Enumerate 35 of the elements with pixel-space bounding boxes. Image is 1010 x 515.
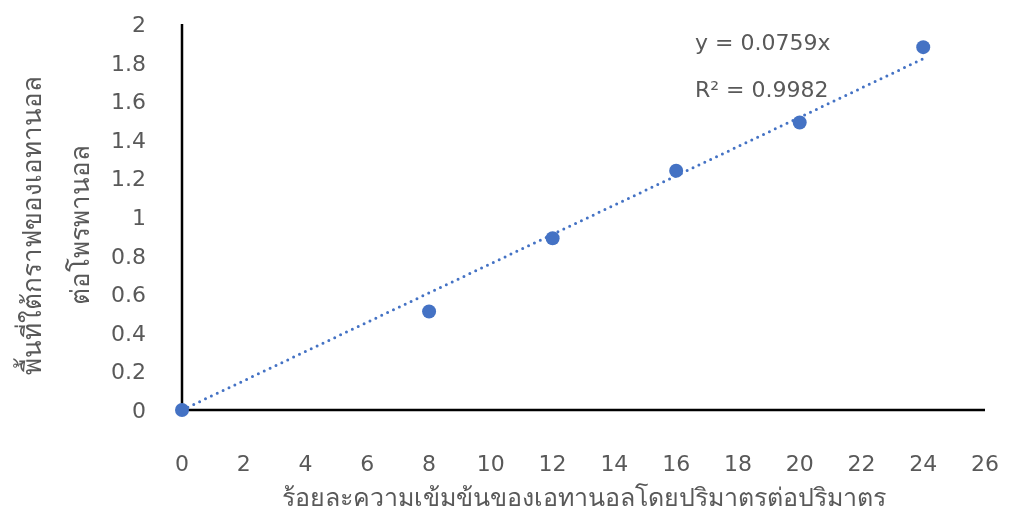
x-tick-label: 22 <box>847 451 876 476</box>
y-tick-label: 1 <box>132 205 146 230</box>
y-tick-label: 1.8 <box>111 50 146 76</box>
x-tick-label: 10 <box>476 451 505 476</box>
x-tick-label: 8 <box>422 451 437 476</box>
x-tick-label: 26 <box>971 451 999 476</box>
x-tick-label: 20 <box>785 451 814 476</box>
y-tick-label: 2 <box>132 12 146 37</box>
y-tick-label: 1.2 <box>111 166 146 192</box>
y-tick-label: 0.8 <box>111 243 146 269</box>
point <box>669 163 684 178</box>
x-tick-label: 24 <box>909 451 938 476</box>
y-tick-label: 1.4 <box>111 127 146 153</box>
x-tick-label: 12 <box>538 451 567 476</box>
x-tick-label: 6 <box>360 451 375 476</box>
annotation: R² = 0.9982 <box>695 77 829 102</box>
annotation: y = 0.0759x <box>695 30 831 55</box>
x-axis-title: ร้อยละความเข้มข้นของเอทานอลโดยปริมาตรต่อปริมาตร <box>281 483 886 512</box>
x-tick-label: 18 <box>723 451 752 476</box>
y-tick-label: 0.6 <box>111 282 146 308</box>
point <box>422 304 437 319</box>
y-tick-label: 0.4 <box>111 320 146 346</box>
x-tick-label: 16 <box>662 451 691 476</box>
x-tick-label: 2 <box>236 451 251 476</box>
x-tick-label: 4 <box>298 451 313 476</box>
x-tick-label: 0 <box>175 451 189 476</box>
x-tick-label: 14 <box>600 451 629 476</box>
point <box>916 40 931 55</box>
y-tick-label: 0 <box>132 398 146 423</box>
y-axis-title: พื้นที่ใต้กราฟของเอทานอลต่อโพรพานอล <box>12 75 96 375</box>
y-tick-label: 0.2 <box>111 359 146 385</box>
point <box>175 403 189 417</box>
y-tick-label: 1.6 <box>111 89 146 115</box>
point <box>545 231 560 246</box>
point <box>792 115 807 130</box>
